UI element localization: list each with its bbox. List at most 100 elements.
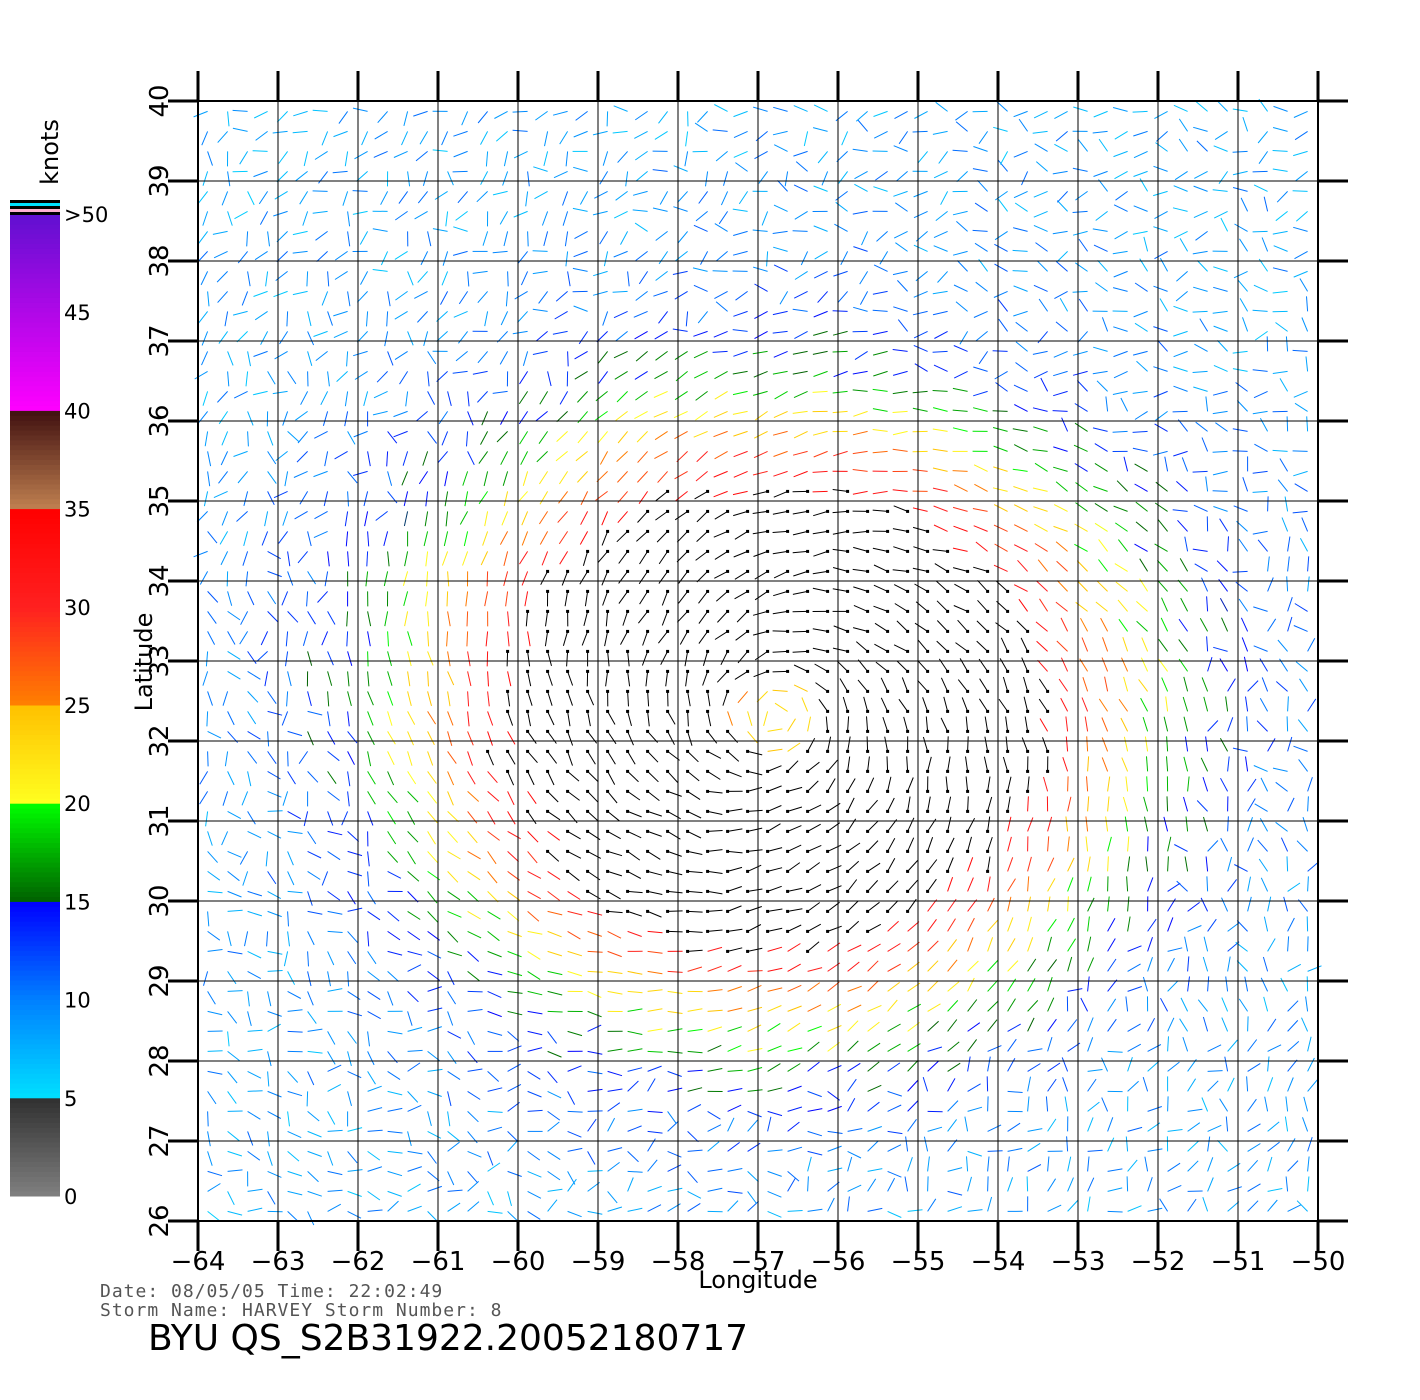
wind-vector <box>927 1046 943 1052</box>
wind-vector <box>807 716 811 732</box>
wind-vector <box>967 1106 983 1112</box>
wind-vector <box>487 990 502 999</box>
wind-vector <box>1134 410 1148 420</box>
colorbar-segment <box>10 351 60 357</box>
wind-vector <box>1227 956 1231 972</box>
wind-vector <box>1197 999 1208 1012</box>
wind-vector-marker <box>586 789 590 793</box>
wind-vector <box>219 531 229 545</box>
wind-vector <box>366 311 369 327</box>
wind-vector-marker <box>686 909 690 913</box>
wind-vector <box>1047 1118 1057 1132</box>
wind-vector <box>853 586 868 592</box>
wind-vector <box>972 508 988 512</box>
wind-vector-marker <box>806 949 810 953</box>
wind-vector <box>307 1190 322 1197</box>
wind-vector <box>1213 506 1228 512</box>
colorbar-segment <box>10 223 60 230</box>
wind-vector-marker <box>846 729 850 733</box>
wind-vector <box>499 351 509 365</box>
wind-vector <box>417 311 428 323</box>
wind-vector <box>204 431 209 447</box>
colorbar-segment <box>10 729 60 735</box>
wind-vector <box>784 171 789 187</box>
wind-vector-marker <box>906 849 910 853</box>
wind-vector-marker <box>646 629 650 633</box>
wind-vector <box>1295 171 1308 182</box>
wind-vector <box>957 679 968 692</box>
wind-vector <box>607 950 622 958</box>
wind-vector <box>1066 1136 1069 1152</box>
wind-vector-marker <box>706 569 710 573</box>
wind-vector <box>1157 579 1168 592</box>
wind-vector <box>482 531 489 546</box>
wind-vector <box>484 591 489 607</box>
wind-vector-marker <box>906 829 910 833</box>
wind-vector <box>927 1020 939 1032</box>
wind-vector <box>967 857 974 872</box>
wind-vector <box>427 1185 442 1192</box>
wind-vector <box>842 696 849 712</box>
colorbar-segment <box>10 214 60 220</box>
wind-vector <box>1154 250 1168 260</box>
wind-vector <box>587 751 596 765</box>
wind-vector-marker <box>586 729 590 733</box>
wind-vector <box>1007 1023 1021 1032</box>
wind-vector <box>267 770 281 780</box>
wind-vector <box>847 756 851 772</box>
colorbar-segment <box>10 925 60 932</box>
wind-vector-marker <box>806 749 810 753</box>
wind-vector <box>487 970 503 976</box>
wind-vector <box>612 290 628 293</box>
wind-vector <box>987 796 993 812</box>
wind-vector <box>1193 286 1208 292</box>
wind-vector <box>327 890 341 901</box>
wind-vector <box>247 191 255 206</box>
wind-vector <box>1184 936 1189 952</box>
wind-vector <box>707 1110 721 1120</box>
wind-vector <box>747 786 763 792</box>
wind-vector <box>207 471 211 487</box>
wind-vector <box>747 1089 763 1092</box>
wind-vector <box>476 191 488 203</box>
wind-vector <box>847 1020 859 1032</box>
colorbar-segment <box>10 876 60 883</box>
wind-vector <box>767 867 783 872</box>
wind-vector-marker <box>906 629 910 633</box>
wind-vector <box>1153 366 1168 372</box>
wind-vector <box>207 1050 223 1052</box>
wind-vector <box>247 651 257 664</box>
colorbar-segment <box>10 528 60 534</box>
wind-vector <box>792 370 808 375</box>
wind-vector <box>1027 1076 1031 1092</box>
wind-vector <box>407 1205 422 1212</box>
wind-vector <box>1307 1136 1313 1152</box>
wind-vector <box>567 751 573 766</box>
wind-vector-marker <box>666 749 670 753</box>
wind-vector <box>547 1010 563 1013</box>
wind-vector <box>387 671 393 686</box>
wind-vector-marker <box>906 669 910 673</box>
wind-vector <box>1067 956 1073 972</box>
wind-vector <box>487 950 502 958</box>
wind-vector <box>773 590 788 597</box>
wind-vector <box>792 550 808 554</box>
wind-vector <box>427 611 430 627</box>
wind-vector <box>747 1067 763 1072</box>
wind-vector <box>947 1000 959 1012</box>
wind-vector-marker <box>846 509 850 513</box>
colorbar-segment <box>10 916 60 922</box>
wind-vector <box>1293 270 1308 278</box>
wind-vector <box>1225 976 1229 992</box>
wind-vector <box>832 330 848 336</box>
wind-vector-marker <box>646 529 650 533</box>
wind-vector <box>676 531 688 543</box>
wind-vector-marker <box>1006 609 1010 613</box>
wind-vector-marker <box>566 589 570 593</box>
wind-vector-marker <box>606 629 610 633</box>
wind-vector <box>227 631 236 645</box>
wind-vector <box>1053 350 1068 358</box>
wind-vector <box>1053 370 1068 377</box>
wind-vector <box>1286 716 1289 732</box>
wind-vector <box>525 191 529 207</box>
